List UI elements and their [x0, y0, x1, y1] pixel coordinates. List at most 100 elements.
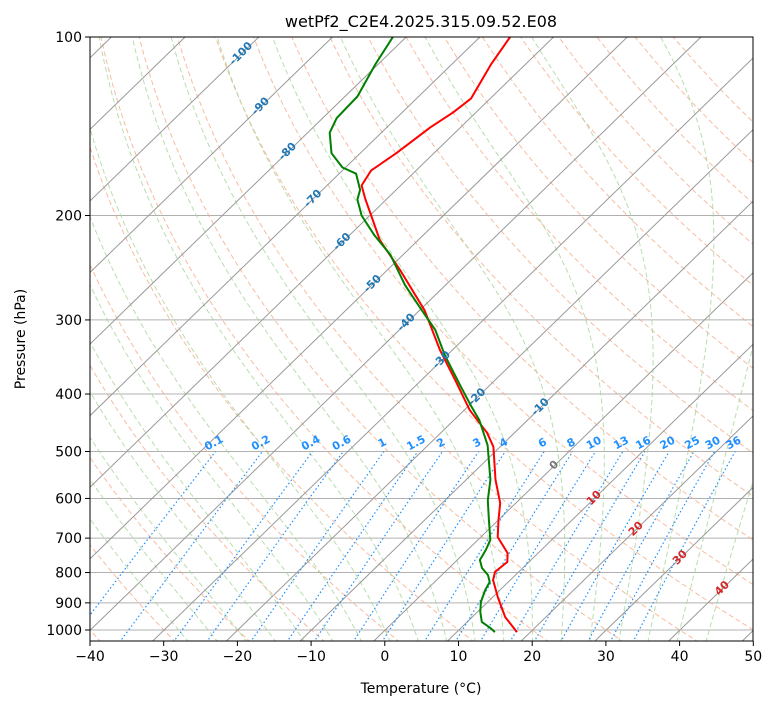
moist-adiabat [90, 390, 276, 641]
moist-adiabat [705, 479, 753, 641]
mixing-ratio-label: 3 [471, 435, 484, 450]
mixing-ratio-line [455, 451, 574, 641]
mixing-ratio-label: 1 [376, 435, 389, 450]
mixing-ratio-line [424, 451, 545, 641]
mixing-ratio-label: 0.2 [249, 433, 272, 454]
mixing-ratio-line [313, 451, 443, 641]
isotherm-label: -60 [330, 230, 353, 253]
dry-adiabat [253, 37, 753, 586]
mixing-ratio-line [587, 451, 695, 641]
mixing-ratio-line [509, 451, 624, 641]
mixing-ratio-label: 36 [724, 433, 744, 452]
x-tick-label: −10 [296, 649, 326, 665]
y-tick-label: 800 [55, 566, 82, 582]
isotherm [90, 37, 407, 345]
isotherm [299, 200, 753, 641]
dry-adiabat [214, 37, 753, 631]
isotherm [594, 486, 753, 641]
x-tick-label: −40 [75, 649, 105, 665]
isotherm [520, 415, 753, 641]
isotherm-label: -10 [529, 395, 552, 418]
isotherm [90, 37, 481, 417]
background-lines [90, 37, 753, 641]
dry-adiabat [90, 544, 176, 641]
isotherm [741, 629, 753, 641]
moist-adiabat [90, 478, 218, 641]
mixing-ratio-line [560, 451, 670, 641]
mixing-ratio-label: 1.5 [404, 433, 427, 454]
x-tick-label: −30 [149, 649, 179, 665]
dry-adiabat [100, 37, 549, 641]
dry-adiabat [481, 37, 753, 328]
chart-title: wetPf2_C2E4.2025.315.09.52.E08 [285, 12, 557, 32]
moist-adiabat [170, 37, 476, 641]
mixing-ratio-line [632, 451, 736, 641]
axes: −40 −30 −20 −10 0 10 20 30 40 5010020030040050060… [46, 30, 762, 665]
x-tick-label: 10 [450, 649, 468, 665]
moist-adiabat [272, 37, 533, 641]
x-tick-label: 0 [380, 649, 389, 665]
mixing-ratio-label: 30 [703, 433, 723, 452]
dry-adiabat [672, 37, 753, 123]
isotherm-label: 10 [584, 488, 604, 508]
mixing-ratio-line [119, 451, 263, 641]
mixing-ratio-line [206, 451, 344, 641]
y-tick-label: 300 [55, 313, 82, 329]
y-tick-label: 600 [55, 491, 82, 507]
dry-adiabat [90, 456, 250, 641]
isotherm [226, 128, 753, 641]
dry-adiabat [405, 37, 753, 411]
isotherm [90, 37, 260, 202]
y-tick-label: 500 [55, 444, 82, 460]
x-axis-label: Temperature (°C) [360, 681, 482, 697]
y-tick-label: 200 [55, 209, 82, 225]
moist-adiabat [647, 37, 715, 641]
mixing-ratio-line [610, 451, 715, 641]
y-axis-label: Pressure (hPa) [13, 289, 29, 389]
dry-adiabat [329, 37, 753, 497]
moist-adiabat [531, 37, 654, 641]
x-tick-label: 50 [744, 649, 762, 665]
isotherm-label: -20 [465, 385, 488, 408]
mixing-ratio-label: 16 [633, 433, 653, 452]
temperature-line [360, 37, 518, 633]
mixing-ratio-line [286, 451, 419, 641]
isotherm-label: 40 [712, 578, 732, 598]
mixing-ratio-label: 8 [565, 435, 578, 450]
dry-adiabat [90, 263, 400, 641]
mixing-ratio-line [381, 451, 506, 641]
moist-adiabat [90, 215, 362, 641]
isotherm [447, 343, 753, 641]
x-tick-label: 40 [671, 649, 689, 665]
isotherm-label: -40 [395, 310, 418, 333]
isotherm [90, 37, 554, 488]
moist-adiabat [424, 37, 605, 641]
moist-adiabat [216, 37, 505, 641]
mixing-ratio-line [533, 451, 646, 641]
mixing-ratio-line [353, 451, 480, 641]
moist-adiabat [90, 340, 305, 641]
y-tick-label: 1000 [46, 623, 82, 639]
mixing-ratio-label: 10 [584, 433, 604, 452]
mixing-ratio-label: 13 [611, 434, 631, 453]
mixing-ratio-label: 0.4 [299, 432, 323, 453]
dry-adiabat [90, 364, 325, 641]
isotherm [152, 57, 753, 641]
dry-adiabat [138, 37, 624, 641]
x-tick-label: 30 [597, 649, 615, 665]
y-tick-label: 100 [55, 30, 82, 46]
mixing-ratio-label: 25 [682, 434, 702, 453]
isotherm [90, 37, 702, 632]
isotherm-label: 30 [670, 547, 690, 567]
mixing-ratio-line [173, 451, 313, 641]
moist-adiabat [90, 126, 391, 641]
dry-adiabat [291, 37, 753, 541]
moist-adiabat [131, 37, 448, 641]
isotherm [90, 37, 333, 274]
mixing-ratio-line [90, 451, 217, 616]
moist-adiabat [98, 37, 419, 641]
y-tick-label: 900 [55, 596, 82, 612]
isotherm-label: -100 [227, 39, 256, 68]
moist-adiabat [90, 283, 334, 641]
